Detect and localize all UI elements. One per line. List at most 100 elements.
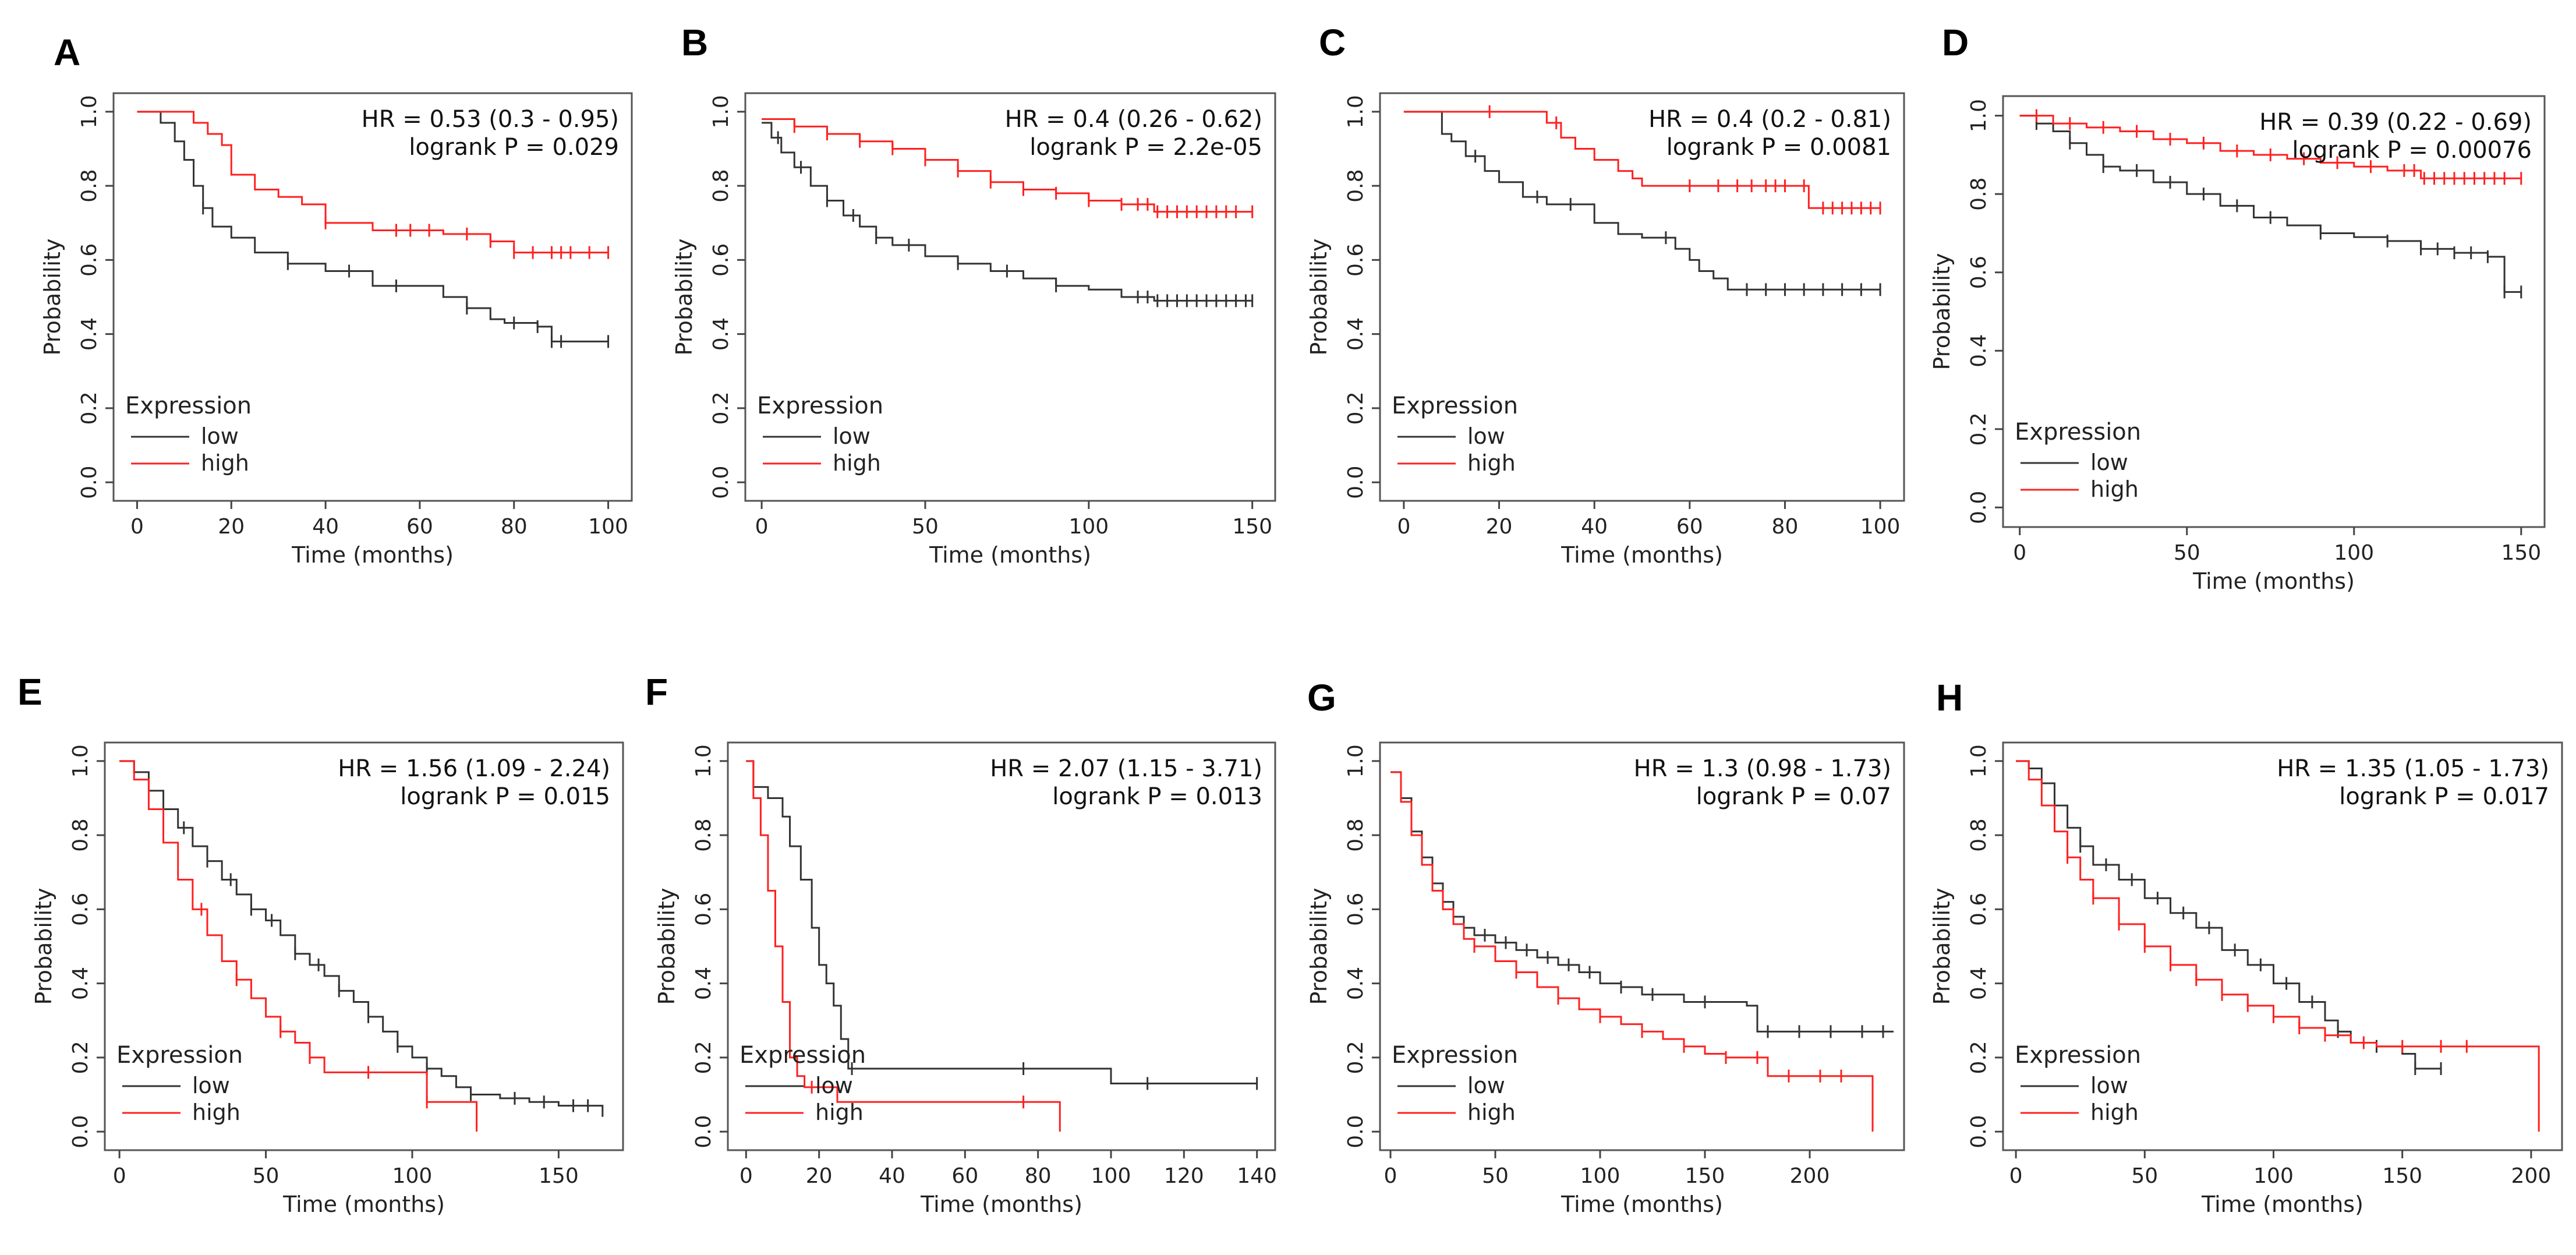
x-tick-label: 0 xyxy=(1397,515,1410,539)
x-tick-label: 50 xyxy=(2131,1164,2158,1188)
panel-letter: B xyxy=(681,22,708,63)
x-tick-label: 100 xyxy=(392,1164,433,1188)
plot-frame xyxy=(1379,92,1905,502)
x-tick-label: 100 xyxy=(2253,1164,2294,1188)
x-tick-label: 0 xyxy=(2013,541,2026,565)
panel-letter: F xyxy=(645,671,668,713)
series-high-curve xyxy=(119,760,478,1132)
y-tick-label: 1.0 xyxy=(692,744,716,777)
y-tick-label: 0.6 xyxy=(1344,243,1368,277)
y-tick-label: 0.2 xyxy=(1344,391,1368,425)
x-tick-label: 40 xyxy=(1581,515,1608,539)
hazard-ratio-label: HR = 0.53 (0.3 - 0.95) xyxy=(362,106,619,133)
y-tick-label: 0.0 xyxy=(1967,491,1991,524)
series-high-curve xyxy=(2019,115,2521,179)
logrank-p-label: logrank P = 2.2e-05 xyxy=(1029,134,1262,161)
y-tick-label: 0.0 xyxy=(1344,466,1368,499)
plot-frame xyxy=(2002,95,2546,528)
y-axis-label: Probability xyxy=(671,239,697,356)
hazard-ratio-label: HR = 1.56 (1.09 - 2.24) xyxy=(338,755,610,782)
x-tick-label: 60 xyxy=(406,515,433,539)
y-tick-label: 0.4 xyxy=(1967,334,1991,367)
panel-letter: H xyxy=(1936,677,1963,719)
x-tick-label: 100 xyxy=(588,515,628,539)
y-tick-label: 0.2 xyxy=(77,391,101,425)
y-tick-label: 0.4 xyxy=(1344,967,1368,1000)
y-tick-label: 0.2 xyxy=(709,391,733,425)
legend-title: Expression xyxy=(757,393,883,419)
legend-label-low: low xyxy=(1467,1073,1505,1098)
legend-title: Expression xyxy=(116,1042,243,1069)
km-panel-f: F 0 20 40 60 80 100 120 140 0.0 0.2 0.4 0.6 0.8 1.0 Tim… xyxy=(645,671,1277,1217)
panel-letter: A xyxy=(54,31,80,73)
y-tick-label: 0.8 xyxy=(1967,818,1991,851)
km-panel-d: D 0 50 100 150 0.0 0.2 0.4 0.6 0.8 1.0 Time (months… xyxy=(1929,22,2546,594)
series-low-curve xyxy=(1390,771,1894,1033)
panel-letter: G xyxy=(1307,677,1336,719)
y-tick-label: 0.0 xyxy=(69,1115,93,1148)
x-tick-label: 50 xyxy=(912,515,939,539)
legend-label-low: low xyxy=(815,1073,853,1098)
y-tick-label: 0.8 xyxy=(692,818,716,851)
x-axis-label: Time (months) xyxy=(2192,568,2355,594)
hazard-ratio-label: HR = 0.4 (0.26 - 0.62) xyxy=(1005,106,1262,133)
x-tick-label: 50 xyxy=(1482,1164,1509,1188)
y-tick-label: 0.4 xyxy=(1967,967,1991,1000)
km-panel-h: H 0 50 100 150 200 0.0 0.2 0.4 0.6 0.8 1.0 Time (mon… xyxy=(1929,677,2563,1217)
logrank-p-label: logrank P = 0.015 xyxy=(400,783,610,810)
y-tick-label: 0.4 xyxy=(709,317,733,351)
y-tick-label: 1.0 xyxy=(69,744,93,777)
y-tick-label: 0.6 xyxy=(692,893,716,926)
y-tick-label: 0.2 xyxy=(1967,412,1991,446)
y-tick-label: 0.6 xyxy=(709,243,733,277)
x-tick-label: 0 xyxy=(2009,1164,2023,1188)
y-axis-label: Probability xyxy=(1929,253,1955,370)
y-tick-label: 0.6 xyxy=(77,243,101,277)
y-axis-label: Probability xyxy=(31,888,56,1005)
km-panel-g: G 0 50 100 150 200 0.0 0.2 0.4 0.6 0.8 1.0 Time (mon… xyxy=(1306,677,1905,1217)
y-tick-label: 0.8 xyxy=(709,169,733,202)
y-tick-label: 0.4 xyxy=(1344,317,1368,351)
legend-label-high: high xyxy=(815,1100,864,1125)
x-tick-label: 40 xyxy=(879,1164,905,1188)
x-tick-label: 60 xyxy=(951,1164,978,1188)
x-axis-label: Time (months) xyxy=(282,1192,445,1217)
y-tick-label: 1.0 xyxy=(709,95,733,128)
x-axis-label: Time (months) xyxy=(929,542,1091,568)
y-tick-label: 1.0 xyxy=(1344,744,1368,777)
series-low-curve xyxy=(1403,111,1881,291)
x-tick-label: 150 xyxy=(2501,541,2541,565)
y-tick-label: 1.0 xyxy=(77,95,101,128)
x-tick-label: 60 xyxy=(1676,515,1703,539)
y-tick-label: 0.6 xyxy=(69,893,93,926)
y-tick-label: 0.2 xyxy=(1344,1041,1368,1074)
logrank-p-label: logrank P = 0.0081 xyxy=(1666,134,1891,161)
legend-label-high: high xyxy=(2090,476,2139,502)
y-axis-label: Probability xyxy=(654,888,680,1005)
y-tick-label: 0.0 xyxy=(1967,1115,1991,1148)
km-panel-a: A 0 20 40 60 80 100 0.0 0.2 0.4 0.6 0.8 1.0 Time (mon… xyxy=(40,31,633,568)
series-low-curve xyxy=(746,760,1257,1084)
logrank-p-label: logrank P = 0.07 xyxy=(1696,783,1891,810)
x-tick-label: 150 xyxy=(2382,1164,2422,1188)
panel-letter: D xyxy=(1942,22,1969,63)
x-axis-label: Time (months) xyxy=(1561,542,1723,568)
legend-label-high: high xyxy=(1467,450,1516,476)
series-high-curve xyxy=(746,760,1061,1132)
x-tick-label: 100 xyxy=(1091,1164,1131,1188)
km-panel-c: C 0 20 40 60 80 100 0.0 0.2 0.4 0.6 0.8 1.0 Time (mon… xyxy=(1306,22,1905,568)
legend-title: Expression xyxy=(2015,419,2141,446)
plot-frame xyxy=(2002,741,2563,1151)
km-panel-b: B 0 50 100 150 0.0 0.2 0.4 0.6 0.8 1.0 Time (months… xyxy=(671,22,1276,568)
y-tick-label: 0.8 xyxy=(1344,169,1368,202)
plot-frame xyxy=(112,92,633,502)
x-tick-label: 200 xyxy=(1790,1164,1830,1188)
logrank-p-label: logrank P = 0.029 xyxy=(409,134,619,161)
legend-label-low: low xyxy=(1467,423,1505,449)
y-tick-label: 0.8 xyxy=(77,169,101,202)
y-tick-label: 0.6 xyxy=(1967,256,1991,289)
legend-label-high: high xyxy=(2090,1100,2139,1125)
legend-title: Expression xyxy=(1392,393,1518,419)
x-tick-label: 100 xyxy=(2334,541,2374,565)
